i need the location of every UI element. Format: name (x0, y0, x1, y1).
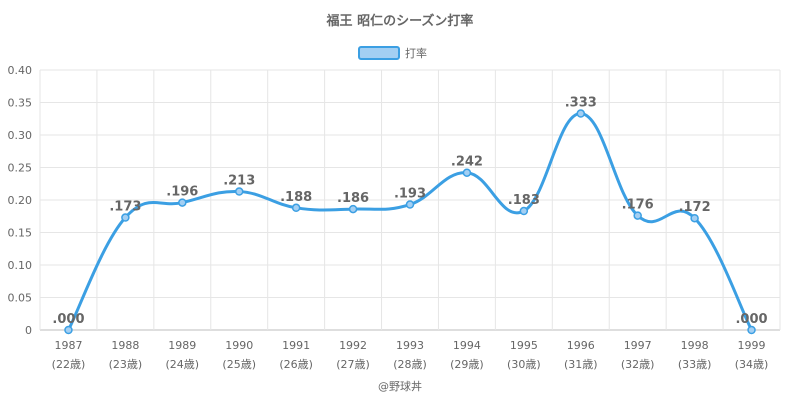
x-tick-sublabel: (22歳) (52, 358, 86, 371)
data-label: .242 (451, 155, 483, 170)
x-tick-label: 1989 (168, 339, 196, 352)
x-tick-sublabel: (24歳) (166, 358, 200, 371)
data-point[interactable] (747, 325, 756, 335)
data-point[interactable] (178, 198, 187, 207)
data-point[interactable] (291, 203, 301, 213)
data-label: .213 (223, 174, 255, 189)
x-tick-sublabel: (28歳) (393, 358, 427, 371)
x-tick-label: 1996 (567, 339, 595, 352)
data-label: .188 (280, 190, 312, 205)
axes: 0 0.05 0.10 0.15 0.20 0.25 0.30 0.35 0.40 1987 (22… (8, 64, 769, 371)
data-point[interactable] (234, 187, 244, 196)
y-tick-label: 0.10 (8, 259, 33, 272)
data-point[interactable] (690, 213, 699, 223)
x-tick-sublabel: (34歳) (735, 358, 769, 371)
data-label: .183 (508, 193, 540, 208)
y-tick-label: 0.05 (8, 292, 33, 305)
data-point[interactable] (462, 168, 472, 177)
data-label: .176 (622, 198, 654, 213)
data-point[interactable] (633, 211, 642, 220)
data-point[interactable] (576, 109, 586, 118)
data-point[interactable] (64, 325, 73, 335)
x-tick-sublabel: (26歳) (279, 358, 313, 371)
y-tick-label: 0.20 (8, 194, 33, 207)
legend[interactable]: 打率 (358, 46, 427, 60)
data-point[interactable] (405, 200, 415, 209)
data-label: .186 (337, 191, 369, 206)
data-label: .193 (394, 187, 426, 202)
data-point[interactable] (121, 213, 130, 222)
legend-label: 打率 (405, 46, 427, 60)
chart-title: 福王 昭仁のシーズン打率 (326, 13, 474, 29)
y-tick-label: 0.15 (8, 227, 33, 240)
x-tick-label: 1992 (339, 339, 367, 352)
y-tick-label: 0.40 (8, 64, 33, 77)
data-point[interactable] (519, 206, 529, 216)
data-label: .000 (735, 312, 767, 327)
x-tick-label: 1993 (396, 339, 424, 352)
data-label: .196 (166, 185, 198, 200)
data-label: .333 (565, 96, 597, 111)
x-tick-label: 1994 (453, 339, 481, 352)
x-tick-label: 1999 (738, 339, 766, 352)
points-layer (64, 109, 756, 335)
x-tick-sublabel: (27歳) (336, 358, 370, 371)
x-tick-sublabel: (33歳) (678, 358, 712, 371)
y-tick-label: 0.35 (8, 97, 33, 110)
x-tick-sublabel: (23歳) (109, 358, 143, 371)
x-tick-label: 1987 (54, 339, 82, 352)
y-tick-label: 0 (25, 324, 32, 337)
x-tick-label: 1997 (624, 339, 652, 352)
x-tick-sublabel: (31歳) (564, 358, 598, 371)
x-tick-sublabel: (30歳) (507, 358, 541, 371)
x-tick-sublabel: (25歳) (222, 358, 256, 371)
data-label: .172 (679, 200, 711, 215)
data-labels-layer: .000 .173 .196 .213 .188 .186 .193 .242 .183 .333… (52, 96, 767, 327)
y-tick-label: 0.30 (8, 129, 33, 142)
legend-swatch (358, 46, 400, 60)
x-tick-sublabel: (32歳) (621, 358, 655, 371)
x-tick-label: 1990 (225, 339, 253, 352)
credit-label: @野球丼 (378, 379, 422, 393)
x-tick-label: 1998 (681, 339, 709, 352)
x-tick-label: 1995 (510, 339, 538, 352)
data-point[interactable] (348, 204, 358, 214)
data-label: .173 (109, 200, 141, 215)
y-tick-label: 0.25 (8, 162, 33, 175)
x-tick-label: 1988 (111, 339, 139, 352)
x-tick-label: 1991 (282, 339, 310, 352)
x-tick-sublabel: (29歳) (450, 358, 484, 371)
data-label: .000 (52, 312, 84, 327)
